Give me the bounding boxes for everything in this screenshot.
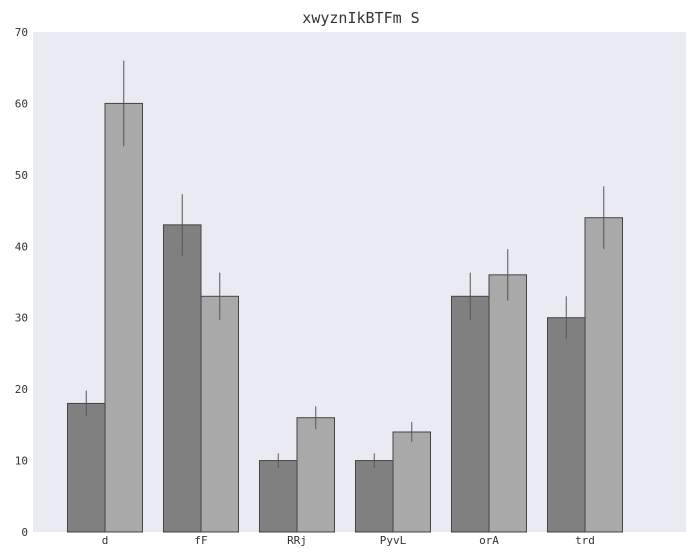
error-bars-group: [85, 60, 605, 468]
bar-RRj-series-2: [296, 417, 335, 533]
y-tick-label: 0: [21, 526, 28, 539]
bar-orA-series-2: [488, 274, 527, 533]
y-tick-label: 40: [15, 240, 28, 253]
x-tick-label: orA: [479, 534, 499, 547]
y-tick-label: 50: [15, 169, 28, 182]
y-tick-label: 70: [15, 26, 28, 39]
y-axis: 0 10 20 30 40 50 60 70: [15, 26, 28, 539]
bar-PyvL-series-2: [392, 431, 431, 533]
y-tick-label: 10: [15, 455, 28, 468]
bar-fF-series-2: [200, 295, 239, 533]
x-axis: d fF RRj PyvL orA trd: [102, 534, 595, 547]
x-tick-label: trd: [575, 534, 595, 547]
bar-orA-series-1: [451, 295, 490, 533]
y-tick-label: 20: [15, 383, 28, 396]
bars-group: [67, 102, 623, 533]
bar-PyvL-series-1: [355, 460, 394, 533]
x-tick-label: PyvL: [380, 534, 407, 547]
y-tick-label: 60: [15, 97, 28, 110]
bar-fF-series-1: [163, 224, 202, 533]
chart-title: xwyznIkBTFm S: [302, 9, 419, 27]
bar-trd-series-1: [547, 317, 586, 533]
x-tick-label: fF: [194, 534, 207, 547]
bar-d-series-2: [104, 102, 143, 533]
x-tick-label: RRj: [287, 534, 307, 547]
x-tick-label: d: [102, 534, 109, 547]
bar-RRj-series-1: [259, 460, 298, 533]
bar-trd-series-2: [584, 217, 623, 533]
bar-d-series-1: [67, 402, 106, 533]
y-tick-label: 30: [15, 312, 28, 325]
